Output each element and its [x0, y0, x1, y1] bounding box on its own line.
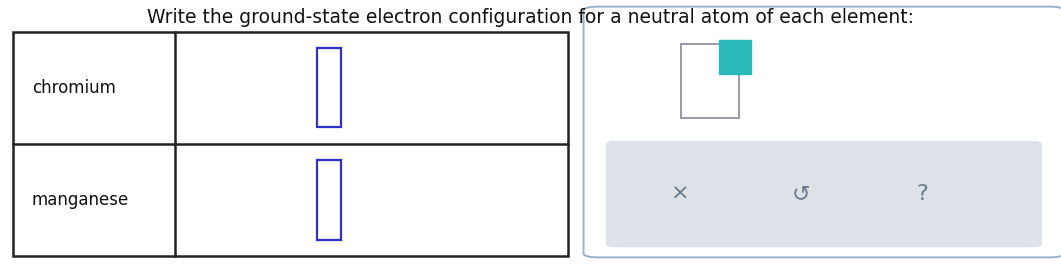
Text: ↺: ↺	[793, 184, 811, 204]
Bar	[13, 32, 568, 256]
Text: ×: ×	[671, 184, 690, 204]
Text: ?: ?	[917, 184, 928, 204]
Bar	[317, 161, 341, 240]
FancyBboxPatch shape	[606, 141, 1042, 247]
FancyBboxPatch shape	[584, 7, 1061, 257]
Bar	[317, 48, 341, 128]
Text: manganese: manganese	[32, 191, 129, 209]
Text: chromium: chromium	[32, 79, 116, 97]
Bar	[718, 40, 751, 73]
Bar	[681, 44, 740, 118]
Text: Write the ground-state electron configuration for a neutral atom of each element: Write the ground-state electron configur…	[147, 8, 914, 27]
